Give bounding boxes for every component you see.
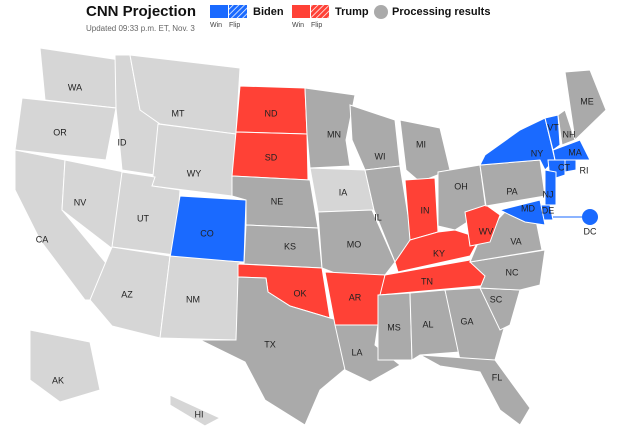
state[interactable]: [304, 87, 356, 169]
state-label: MA: [568, 147, 582, 157]
state-label: NV: [74, 197, 87, 207]
updated: Updated 09:33 p.m. ET, Nov. 3: [86, 24, 195, 33]
state-label: AL: [422, 319, 433, 329]
state[interactable]: [469, 211, 543, 263]
state-label: MD: [521, 203, 535, 213]
state-label: AZ: [121, 289, 133, 299]
legend-flip: [311, 5, 329, 18]
state-label: HI: [195, 409, 204, 419]
legend-win-label: Win: [292, 22, 304, 29]
state-label: TN: [421, 276, 433, 286]
state[interactable]: [564, 159, 577, 173]
state-label: WI: [375, 151, 386, 161]
state[interactable]: [464, 204, 501, 247]
legend-win-label: Win: [210, 22, 222, 29]
state-label: OR: [53, 127, 67, 137]
state-label: CA: [36, 234, 49, 244]
state-label: MO: [347, 239, 362, 249]
state-label: WY: [187, 168, 202, 178]
state-label: SD: [265, 152, 278, 162]
state-label: SC: [490, 294, 503, 304]
state-label: MN: [327, 129, 341, 139]
state-label: CO: [200, 228, 214, 238]
state[interactable]: [544, 169, 557, 206]
state-label: IA: [339, 187, 348, 197]
state-label: AR: [349, 292, 362, 302]
state[interactable]: [199, 276, 351, 426]
state-label: AK: [52, 375, 64, 385]
state[interactable]: [394, 229, 481, 273]
state-label: PA: [506, 186, 517, 196]
state[interactable]: [14, 97, 117, 161]
state-label: IL: [374, 212, 382, 222]
state-label: GA: [460, 316, 473, 326]
state-label: MT: [172, 108, 185, 118]
state-label: ND: [265, 108, 278, 118]
state[interactable]: [498, 199, 546, 226]
state-label: MI: [416, 139, 426, 149]
state-label: NM: [186, 294, 200, 304]
state-label: LA: [351, 347, 362, 357]
state-label: NY: [531, 148, 544, 158]
state-label: WV: [479, 226, 494, 236]
state-label: UT: [137, 213, 149, 223]
state-label: FL: [492, 372, 503, 382]
state[interactable]: [151, 123, 237, 197]
state-label: RI: [580, 165, 589, 175]
states: WA OR CA NV ID MT WY UT CO AZ NM ND SD NE KS OK TX MN IA MO…: [14, 47, 607, 427]
state-label: ME: [580, 96, 594, 106]
state-label: VT: [547, 122, 559, 132]
state-label: KY: [433, 248, 445, 258]
state[interactable]: [39, 47, 121, 109]
legend-label: Biden: [253, 6, 284, 18]
state[interactable]: [29, 329, 101, 403]
state-label: DE: [542, 205, 555, 215]
state-label: ID: [118, 137, 128, 147]
state-label: MS: [387, 322, 401, 332]
state[interactable]: [377, 292, 413, 361]
legend-flip-label: Flip: [229, 22, 240, 29]
state[interactable]: [89, 246, 171, 339]
state[interactable]: [409, 289, 461, 361]
state[interactable]: [544, 114, 561, 151]
state[interactable]: [159, 255, 241, 341]
state-label: OK: [293, 288, 306, 298]
legend-label: Trump: [335, 6, 369, 18]
state[interactable]: [169, 394, 222, 427]
state-label: VA: [510, 236, 521, 246]
state-label: NH: [563, 129, 576, 139]
state-label: DC: [584, 226, 597, 236]
state[interactable]: [468, 249, 546, 291]
legend-label: Processing results: [392, 6, 490, 18]
legend-win: [210, 5, 228, 18]
state[interactable]: [419, 354, 531, 426]
state-label: NJ: [543, 189, 554, 199]
state-dot[interactable]: [582, 209, 598, 225]
legend-win: [292, 5, 310, 18]
state-label: OH: [454, 181, 468, 191]
state-label: KS: [284, 241, 296, 251]
title: CNN Projection: [86, 3, 196, 20]
state-label: NE: [271, 196, 284, 206]
state[interactable]: [399, 119, 451, 183]
state[interactable]: [479, 117, 556, 171]
state-label: IN: [421, 205, 430, 215]
state-label: NC: [506, 267, 519, 277]
state-label: TX: [264, 339, 276, 349]
state[interactable]: [479, 159, 546, 207]
state-label: CT: [558, 162, 570, 172]
legend-dot: [374, 5, 388, 19]
legend-flip: [229, 5, 247, 18]
state[interactable]: [552, 139, 591, 161]
state-label: WA: [68, 82, 82, 92]
legend-flip-label: Flip: [311, 22, 322, 29]
state[interactable]: [564, 69, 607, 142]
legend: Biden Win Flip Trump Win Flip Processing resul…: [210, 5, 490, 29]
